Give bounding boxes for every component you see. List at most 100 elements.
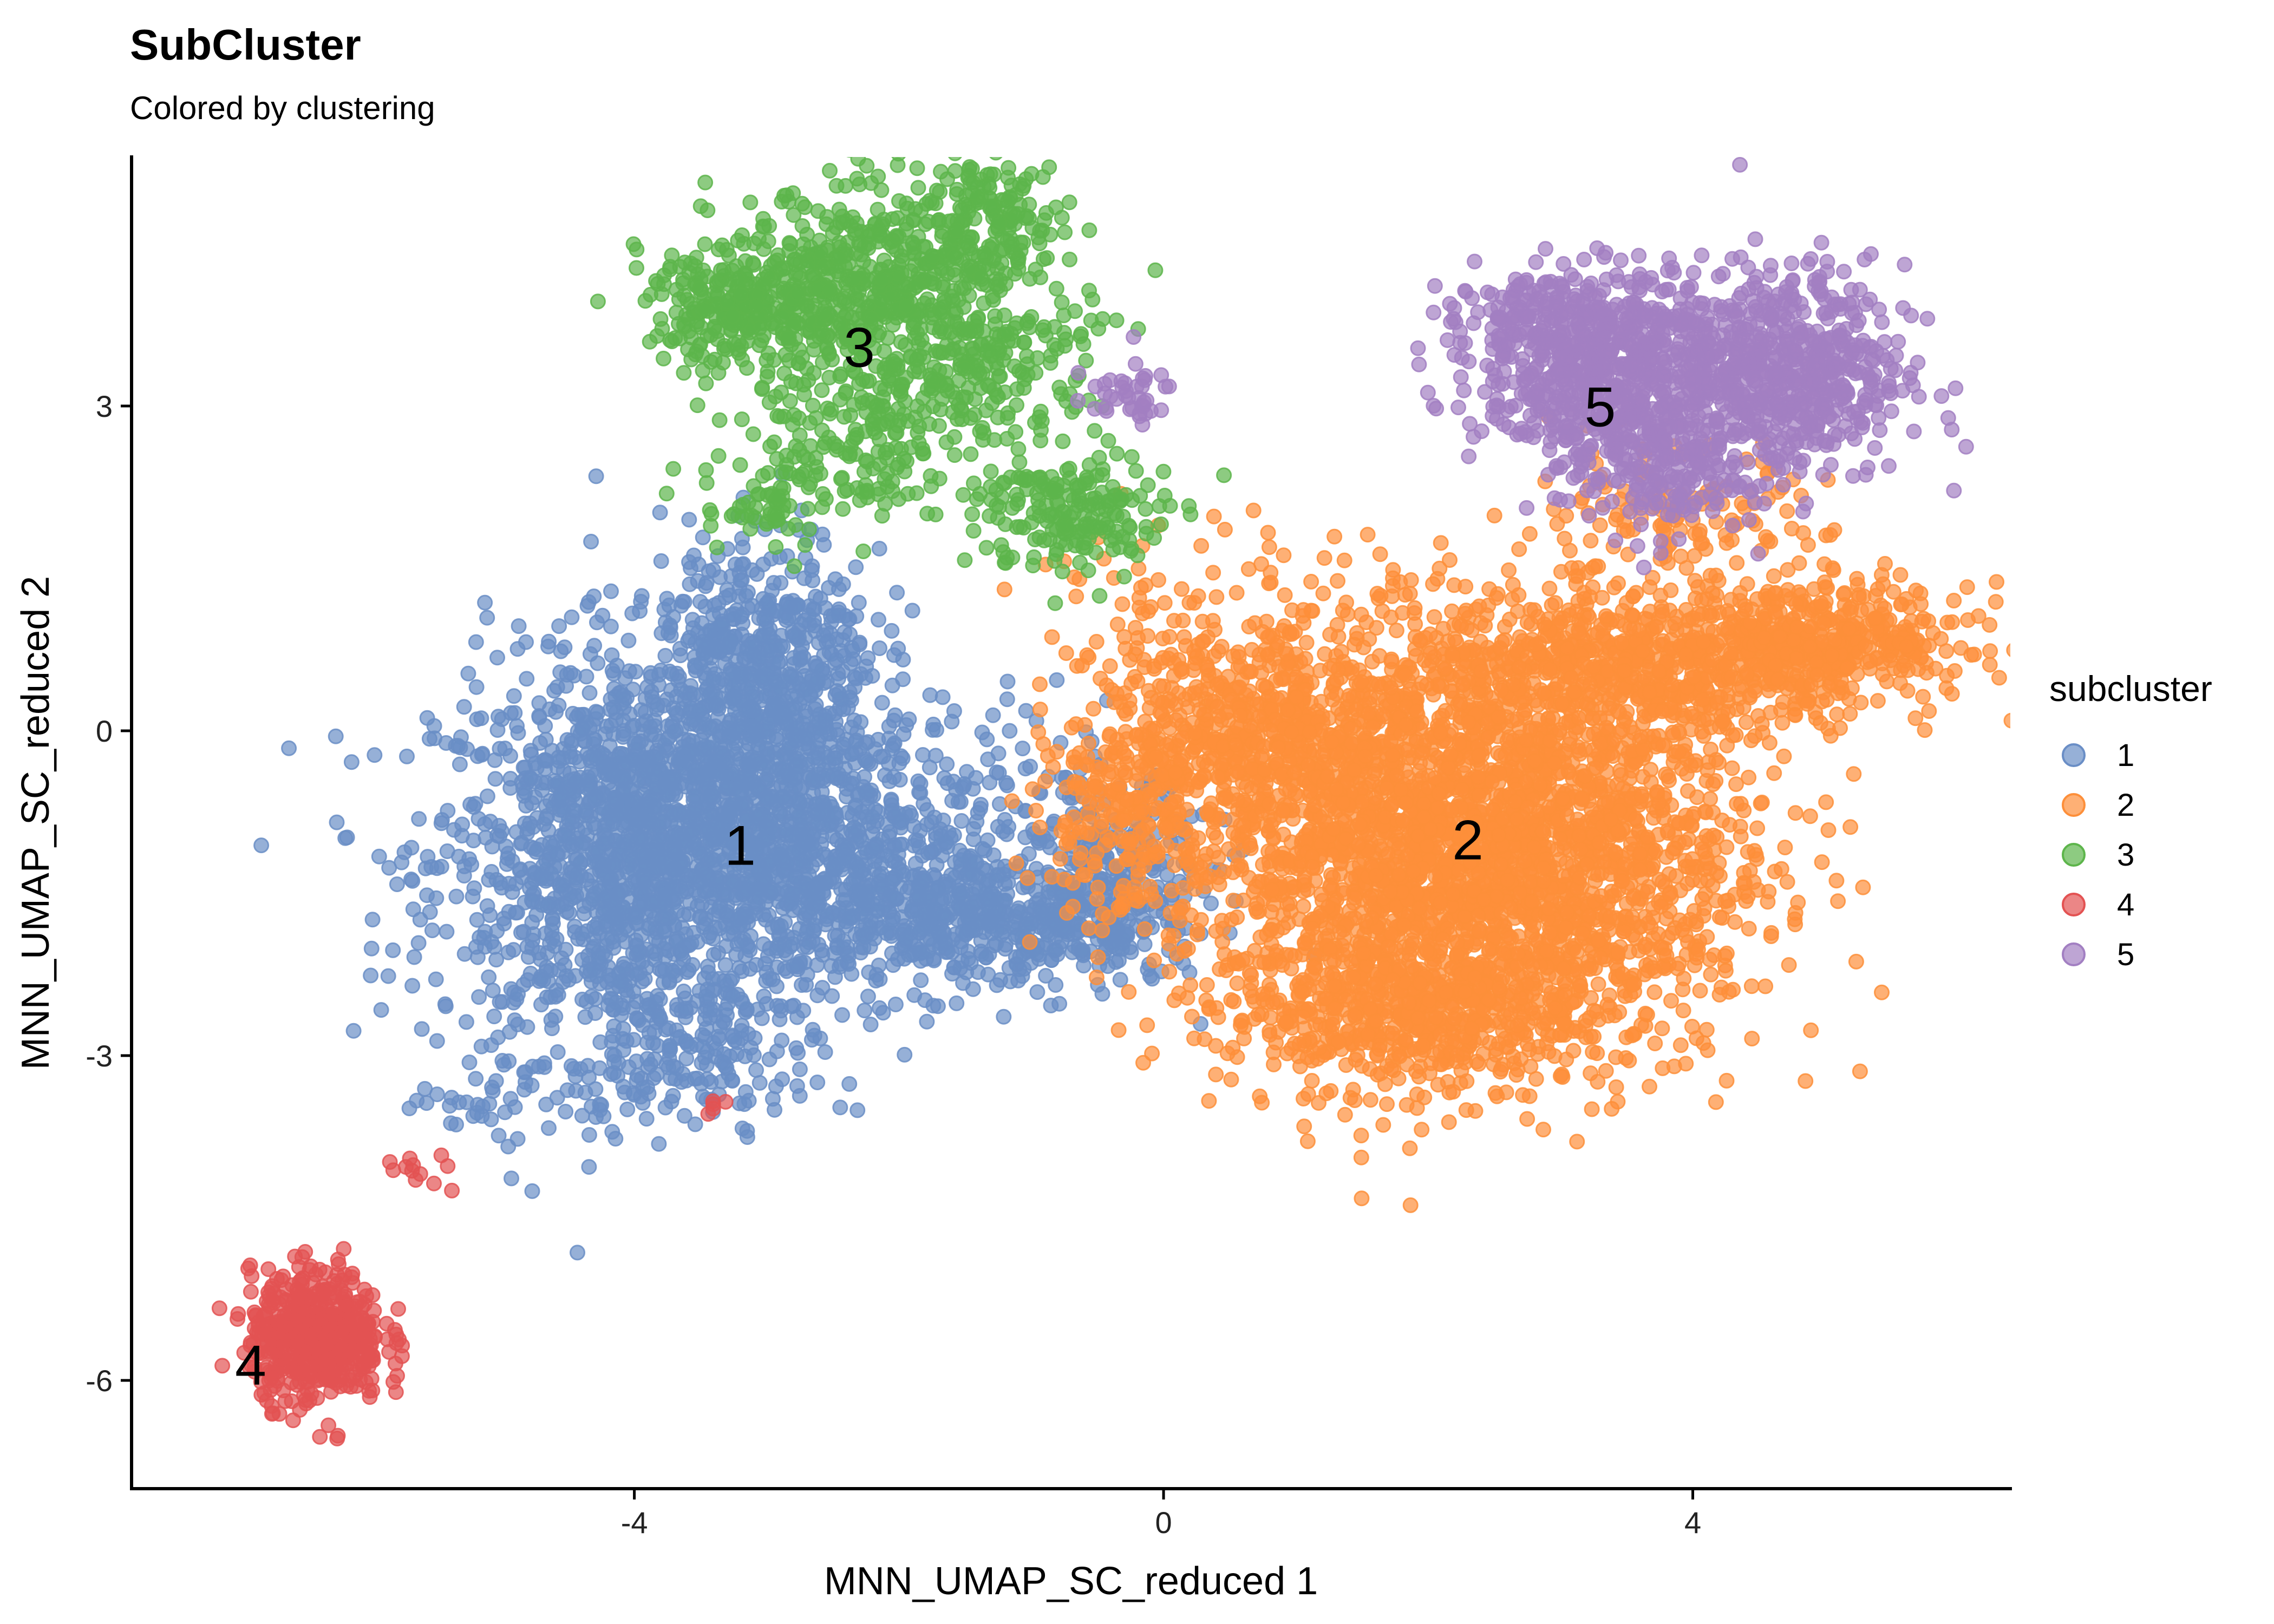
point xyxy=(850,785,866,802)
point xyxy=(607,807,624,823)
point xyxy=(1090,949,1106,965)
point xyxy=(831,670,846,686)
point xyxy=(722,665,738,682)
point xyxy=(586,638,603,654)
point xyxy=(551,618,567,634)
point xyxy=(831,685,847,702)
point xyxy=(741,775,756,791)
point xyxy=(566,787,581,803)
point xyxy=(809,987,826,1004)
point xyxy=(620,1059,637,1075)
point xyxy=(698,1057,715,1073)
point xyxy=(452,756,468,772)
point xyxy=(705,947,722,963)
point xyxy=(524,1183,540,1199)
point xyxy=(645,1035,661,1051)
point xyxy=(602,991,618,1007)
point xyxy=(539,989,555,1005)
point xyxy=(429,1086,445,1102)
point xyxy=(484,1079,500,1096)
point xyxy=(879,925,895,941)
point xyxy=(860,988,876,1005)
point xyxy=(651,1136,667,1152)
point xyxy=(762,811,779,828)
point xyxy=(538,731,554,748)
point xyxy=(782,939,798,955)
point xyxy=(915,747,931,763)
point xyxy=(973,797,989,813)
point xyxy=(570,1245,585,1261)
point xyxy=(607,689,624,705)
point xyxy=(727,703,743,719)
point xyxy=(841,1076,858,1092)
point xyxy=(628,817,644,833)
point xyxy=(501,1024,518,1040)
point xyxy=(588,468,604,484)
point xyxy=(676,983,692,999)
point xyxy=(744,718,760,735)
point xyxy=(718,1001,734,1018)
point xyxy=(550,1044,566,1060)
point xyxy=(946,703,962,719)
point xyxy=(860,650,876,666)
point xyxy=(424,922,440,939)
point xyxy=(835,933,852,949)
point xyxy=(507,1099,523,1115)
chart-subtitle: Colored by clustering xyxy=(130,90,435,126)
point xyxy=(1330,573,1345,589)
point xyxy=(697,865,714,881)
point xyxy=(491,817,507,834)
point xyxy=(685,712,702,728)
point xyxy=(1048,942,1064,958)
point xyxy=(596,870,612,887)
point xyxy=(628,664,644,680)
point xyxy=(496,915,512,932)
point xyxy=(1015,741,1031,757)
point xyxy=(345,1023,362,1039)
point xyxy=(399,748,415,764)
point xyxy=(884,623,900,639)
point xyxy=(1354,1190,1370,1207)
point xyxy=(721,587,737,604)
point xyxy=(696,645,712,662)
point xyxy=(473,1038,489,1055)
point xyxy=(466,833,482,849)
point xyxy=(891,806,906,822)
point xyxy=(1049,672,1065,688)
point xyxy=(773,918,789,934)
point xyxy=(467,796,483,812)
point xyxy=(979,731,995,748)
point xyxy=(846,712,862,729)
point xyxy=(761,716,777,732)
point xyxy=(918,904,934,920)
point xyxy=(659,691,675,708)
point xyxy=(1433,535,1449,551)
point xyxy=(1299,1133,1316,1149)
point xyxy=(662,663,677,679)
point xyxy=(955,885,971,901)
point xyxy=(1014,968,1030,984)
point xyxy=(580,594,597,610)
point xyxy=(725,741,741,757)
point xyxy=(414,1021,430,1037)
point xyxy=(1042,840,1058,855)
point xyxy=(511,618,527,634)
point xyxy=(895,671,911,687)
point xyxy=(815,627,832,644)
point xyxy=(817,1044,833,1060)
point xyxy=(978,949,994,966)
point xyxy=(518,1064,533,1081)
point xyxy=(337,830,354,846)
point xyxy=(1051,996,1068,1012)
point xyxy=(653,553,669,569)
point xyxy=(698,1020,714,1037)
point xyxy=(999,777,1015,794)
point xyxy=(681,962,697,978)
point xyxy=(554,877,571,893)
point xyxy=(724,970,740,986)
point xyxy=(522,743,539,759)
point xyxy=(981,916,997,933)
point xyxy=(433,859,449,875)
point xyxy=(456,946,473,962)
point xyxy=(727,556,743,573)
